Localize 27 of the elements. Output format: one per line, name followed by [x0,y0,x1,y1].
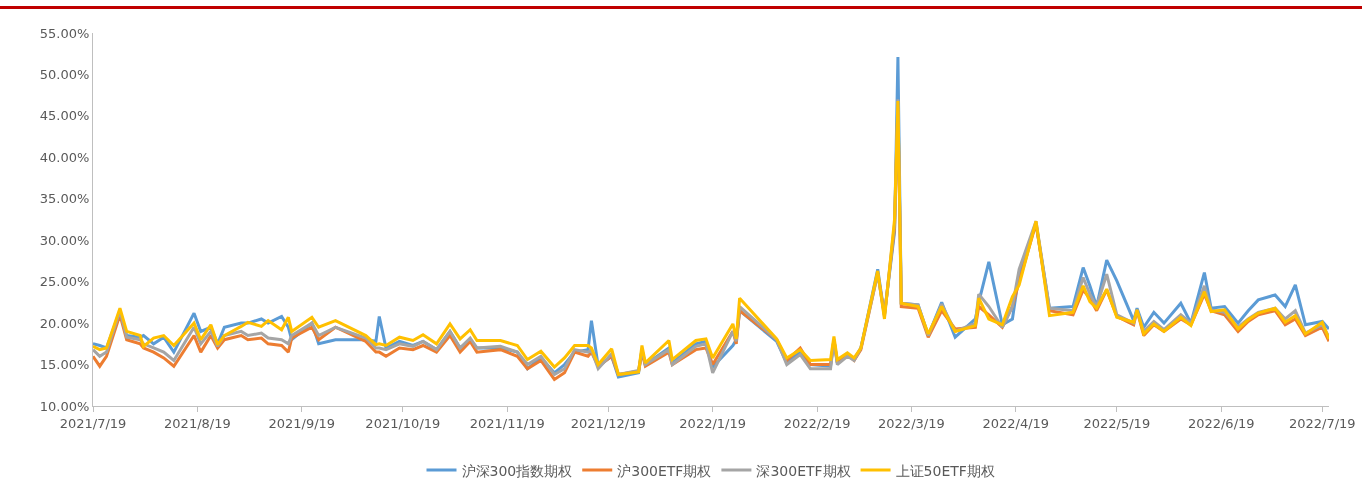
x-tick-label: 2021/11/19 [469,415,545,431]
x-tick-label: 2022/6/19 [1187,415,1255,431]
x-tick-label: 2022/2/19 [783,415,851,431]
y-tick-label: 20.00% [39,315,90,331]
legend-label: 上证50ETF期权 [895,462,995,479]
x-tick-label: 2021/7/19 [59,415,127,431]
x-tick-label: 2021/9/19 [268,415,336,431]
y-tick-label: 10.00% [39,398,90,414]
x-tick-label: 2022/7/19 [1288,415,1356,431]
x-tick-label: 2022/3/19 [878,415,945,431]
y-tick-label: 45.00% [39,108,90,124]
legend-label: 沪深300指数期权 [461,462,573,479]
legend-label: 深300ETF期权 [756,462,851,479]
x-tick-label: 2021/8/19 [164,415,231,431]
y-tick-label: 30.00% [39,232,90,248]
x-tick-label: 2021/10/19 [365,415,441,431]
x-tick-label: 2022/1/19 [679,415,747,431]
y-tick-label: 25.00% [39,274,90,290]
y-tick-label: 50.00% [39,66,90,82]
x-tick-label: 2022/4/19 [982,415,1050,431]
y-tick-label: 40.00% [39,149,90,165]
y-tick-label: 35.00% [39,191,90,207]
y-tick-label: 15.00% [39,357,90,373]
legend-label: 沪300ETF期权 [617,462,712,479]
x-tick-label: 2021/12/19 [570,415,646,431]
x-tick-label: 2022/5/19 [1083,415,1151,431]
y-tick-label: 55.00% [39,25,90,41]
